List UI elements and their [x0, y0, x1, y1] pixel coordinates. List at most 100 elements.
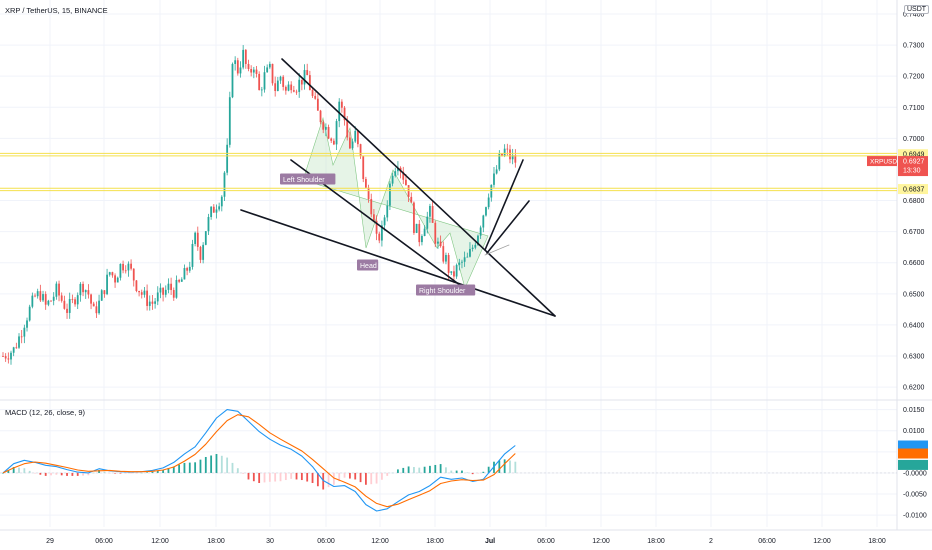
candle-body[interactable]	[52, 296, 55, 301]
candle-body[interactable]	[514, 155, 517, 163]
candle-body[interactable]	[434, 222, 437, 244]
candle-body[interactable]	[220, 196, 223, 207]
candle-body[interactable]	[292, 90, 295, 92]
candle-body[interactable]	[127, 263, 130, 271]
candle-body[interactable]	[87, 290, 90, 295]
candle-body[interactable]	[159, 287, 162, 293]
candle-body[interactable]	[263, 72, 266, 90]
candle-body[interactable]	[343, 107, 346, 121]
breakout-line-mid[interactable]	[486, 200, 530, 254]
candle-body[interactable]	[47, 300, 50, 305]
neckline-trendline[interactable]	[240, 209, 556, 317]
candle-body[interactable]	[116, 277, 119, 283]
candle-body[interactable]	[463, 257, 466, 262]
candle-body[interactable]	[140, 292, 143, 295]
candle-body[interactable]	[306, 70, 309, 76]
candle-body[interactable]	[76, 295, 79, 305]
candle-body[interactable]	[74, 299, 76, 305]
candle-body[interactable]	[474, 244, 477, 248]
candle-body[interactable]	[383, 217, 386, 226]
candle-body[interactable]	[215, 209, 218, 213]
candle-body[interactable]	[284, 86, 287, 91]
candle-body[interactable]	[207, 217, 210, 232]
candle-body[interactable]	[4, 356, 7, 359]
candle-body[interactable]	[175, 279, 178, 298]
candle-body[interactable]	[268, 63, 271, 68]
candle-body[interactable]	[311, 90, 314, 96]
macd-line[interactable]	[2, 409, 516, 512]
candle-body[interactable]	[138, 290, 140, 293]
candle-body[interactable]	[7, 358, 10, 360]
candle-body[interactable]	[421, 236, 423, 243]
candle-body[interactable]	[386, 205, 389, 218]
candle-body[interactable]	[188, 266, 191, 271]
candle-body[interactable]	[28, 306, 31, 321]
candle-body[interactable]	[477, 235, 479, 245]
candle-body[interactable]	[391, 175, 394, 184]
upper-trendline[interactable]	[281, 58, 556, 317]
candle-body[interactable]	[178, 279, 181, 282]
candle-body[interactable]	[431, 206, 434, 223]
candle-body[interactable]	[228, 97, 231, 145]
candle-body[interactable]	[15, 347, 18, 349]
candle-body[interactable]	[511, 155, 514, 160]
pattern-fill-area[interactable]	[302, 116, 489, 289]
candle-body[interactable]	[378, 233, 381, 241]
candle-body[interactable]	[50, 300, 52, 302]
candle-body[interactable]	[23, 327, 26, 337]
candle-body[interactable]	[455, 264, 458, 277]
candle-body[interactable]	[370, 199, 373, 215]
candle-body[interactable]	[482, 215, 485, 228]
candle-body[interactable]	[466, 256, 469, 258]
candle-body[interactable]	[18, 336, 20, 348]
candle-body[interactable]	[212, 206, 215, 213]
candle-body[interactable]	[196, 232, 199, 247]
candle-body[interactable]	[389, 183, 391, 206]
candle-body[interactable]	[2, 356, 4, 357]
candle-body[interactable]	[415, 223, 418, 233]
candle-body[interactable]	[132, 268, 135, 281]
candle-body[interactable]	[148, 301, 151, 306]
candle-body[interactable]	[322, 122, 325, 130]
candle-body[interactable]	[490, 184, 493, 198]
candle-body[interactable]	[450, 271, 453, 273]
candle-body[interactable]	[151, 301, 154, 304]
candle-body[interactable]	[471, 247, 474, 249]
candle-body[interactable]	[362, 156, 365, 180]
candle-body[interactable]	[373, 214, 375, 221]
candle-body[interactable]	[413, 202, 415, 233]
candle-body[interactable]	[402, 171, 405, 180]
candle-body[interactable]	[31, 295, 34, 307]
symbol-title[interactable]: XRP / TetherUS, 15, BINANCE	[5, 6, 108, 15]
candle-body[interactable]	[252, 69, 255, 73]
candle-body[interactable]	[319, 110, 322, 123]
candle-body[interactable]	[298, 79, 301, 92]
candle-body[interactable]	[324, 126, 327, 130]
candle-body[interactable]	[234, 60, 237, 64]
candle-body[interactable]	[429, 206, 431, 217]
candle-body[interactable]	[223, 172, 226, 197]
candle-body[interactable]	[218, 206, 221, 210]
candle-body[interactable]	[36, 291, 39, 297]
candle-body[interactable]	[79, 283, 82, 296]
candle-body[interactable]	[506, 148, 509, 150]
candle-body[interactable]	[119, 263, 122, 278]
candle-body[interactable]	[255, 69, 258, 74]
candle-body[interactable]	[274, 83, 277, 91]
candle-body[interactable]	[381, 225, 383, 241]
candle-body[interactable]	[55, 283, 58, 297]
candle-body[interactable]	[231, 63, 234, 98]
candle-body[interactable]	[210, 206, 213, 218]
candle-body[interactable]	[250, 69, 253, 73]
candle-body[interactable]	[111, 272, 114, 276]
candle-body[interactable]	[124, 270, 127, 272]
candle-body[interactable]	[461, 261, 463, 263]
candle-body[interactable]	[287, 84, 290, 91]
candle-body[interactable]	[170, 283, 173, 291]
candle-body[interactable]	[122, 263, 124, 271]
candle-body[interactable]	[199, 246, 202, 260]
candle-body[interactable]	[314, 95, 317, 99]
candle-body[interactable]	[34, 295, 36, 297]
candle-body[interactable]	[239, 67, 242, 74]
